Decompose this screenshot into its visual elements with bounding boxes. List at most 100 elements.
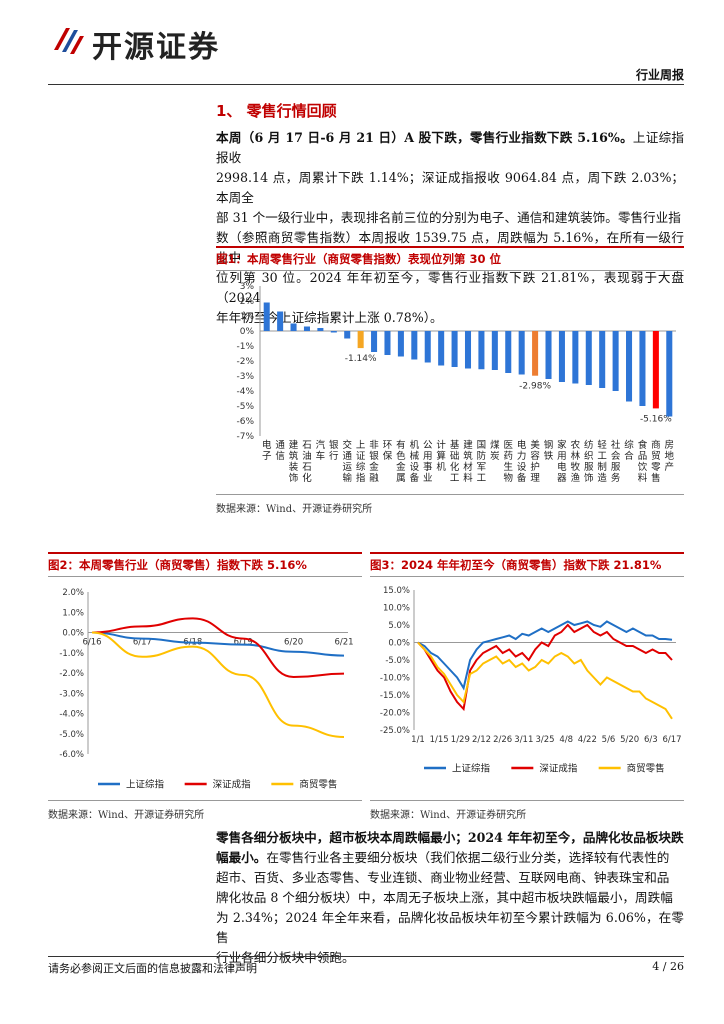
para2-line2: 在零售行业各主要细分板块（我们依据二级行业分类，选择较有代表性的 [266, 850, 670, 865]
fig3-xtick: 5/6 [602, 735, 616, 745]
fig1-category-label: 车 [316, 450, 326, 462]
fig3-ytick: -5.0% [385, 656, 410, 666]
fig1-category-label: 运 [342, 462, 352, 473]
fig1-category-label: 通 [342, 451, 352, 462]
fig1-category-label: 商 [651, 439, 661, 451]
fig1-bar [464, 331, 472, 369]
fig1-category-label: 有 [396, 439, 406, 451]
fig3-xtick: 2/26 [493, 735, 512, 745]
fig1-bar [290, 323, 297, 331]
fig1-category-label: 铁 [544, 450, 554, 462]
fig3-ytick: 0.0% [388, 639, 410, 649]
fig1-bar [397, 331, 404, 357]
fig3-xtick: 4/22 [578, 735, 597, 745]
fig1-bar [558, 331, 565, 382]
fig1-category-label: 备 [517, 472, 527, 484]
para1-line3: 部 31 个一级行业中，表现排名前三位的分别为电子、通信和建筑装饰。零售行业指 [216, 210, 681, 225]
fig1-ytick: -1% [236, 342, 254, 352]
fig1-ytick: 3% [240, 282, 255, 292]
para2-line3: 超市、百货、多业态零售、专业连锁、商业物业经营、互联网电商、钟表珠宝和品 [216, 870, 670, 885]
fig1-bar [666, 331, 673, 417]
fig1-category-label: 业 [423, 473, 433, 484]
fig1-category-label: 设 [410, 462, 420, 473]
para1-line4: 数（参照商贸零售指数）本周报收 1539.75 点，周跌幅为 5.16%，在所有… [216, 230, 684, 265]
fig3-ytick: 10.0% [383, 604, 410, 614]
fig1-data-label: -1.14% [345, 354, 377, 364]
fig2-legend-label: 上证综指 [126, 779, 165, 791]
fig1-bar [612, 331, 619, 391]
fig2-series-line [91, 617, 345, 679]
fig1-category-label: 汽 [316, 439, 326, 451]
fig3-bottom-rule [370, 800, 684, 801]
fig1-category-label: 药 [504, 451, 514, 462]
fig1-category-label: 售 [651, 472, 661, 484]
fig3-xtick: 1/29 [451, 735, 470, 745]
fig1-bar [491, 331, 498, 370]
brand-logo [48, 20, 88, 60]
fig3-legend-label: 商贸零售 [627, 763, 665, 775]
fig2-xtick: 6/21 [334, 638, 353, 648]
fig1-category-label: 容 [530, 450, 540, 462]
para1-lead: 本周（6 月 17 日-6 月 21 日）A 股下跌，零售行业指数下跌 5.16… [216, 130, 633, 145]
fig1-bar [384, 331, 391, 355]
fig2-ytick: 2.0% [62, 588, 84, 598]
fig2-ytick: -2.0% [59, 669, 84, 679]
para2-line5: 为 2.34%；2024 年全年来看，品牌化妆品板块年初至今累计跌幅为 6.06… [216, 910, 684, 945]
fig1-category-label: 会 [611, 450, 621, 462]
fig2-series-line [91, 631, 345, 657]
fig1-category-label: 算 [436, 450, 446, 462]
fig3-source: 数据来源：Wind、开源证券研究所 [370, 810, 527, 821]
fig1-category-label: 轻 [597, 439, 607, 451]
fig1-category-label: 色 [396, 450, 406, 462]
fig3-xtick: 2/12 [472, 735, 491, 745]
fig1-category-label: 通 [275, 440, 285, 451]
fig2-ytick: -5.0% [59, 730, 84, 740]
fig1-source: 数据来源：Wind、开源证券研究所 [216, 504, 373, 515]
fig1-bar [330, 331, 337, 333]
fig1-category-label: 医 [504, 440, 514, 451]
para2-lead-1: 零售各细分板块中，超市板块本周跌幅最小；2024 年年初至今，品牌化妆品板块跌 [216, 830, 684, 845]
fig1-bar [545, 331, 552, 379]
fig1-top-rule [216, 246, 684, 248]
fig1-bar [438, 331, 445, 366]
fig1-category-label: 公 [423, 440, 433, 451]
fig1-category-label: 装 [289, 461, 299, 473]
section-title: 1、 零售行情回顾 [216, 102, 337, 120]
para1-line5: 位列第 30 位。2024 年年初至今，零售行业指数下跌 21.81%，表现弱于… [216, 270, 684, 305]
fig2-xtick: 6/16 [82, 638, 101, 648]
fig1-category-label: 证 [356, 451, 366, 462]
fig1-category-label: 饮 [638, 461, 648, 473]
fig1-category-label: 家 [557, 439, 567, 451]
fig3-top-rule [370, 552, 684, 554]
fig1-category-label: 环 [383, 440, 393, 451]
fig2-legend-label: 深证成指 [213, 779, 252, 791]
fig1-category-label: 石 [302, 440, 312, 451]
fig1-category-label: 贸 [651, 450, 661, 462]
fig1-data-label: -5.16% [640, 414, 672, 424]
fig2-xtick: 6/17 [133, 638, 152, 648]
fig1-category-label: 电 [557, 461, 567, 473]
fig1-category-label: 务 [611, 472, 621, 484]
fig1-category-label: 非 [369, 439, 379, 451]
fig1-category-label: 子 [262, 451, 272, 462]
fig1-category-label: 工 [450, 473, 460, 484]
fig1-category-label: 事 [423, 461, 433, 473]
fig1-category-label: 化 [302, 472, 312, 484]
fig1-category-label: 防 [477, 450, 487, 462]
header-divider [48, 84, 684, 85]
fig1-bar [371, 331, 378, 352]
fig1-category-label: 机 [436, 461, 446, 473]
fig1-bar-chart: 3%2%1%0%-1%-2%-3%-4%-5%-6%-7%电子通信建筑装饰石油石… [236, 282, 676, 484]
fig1-category-label: 军 [477, 462, 487, 473]
fig1-category-label: 银 [329, 439, 339, 451]
fig1-category-label: 材 [463, 461, 473, 473]
fig3-xtick: 4/8 [559, 735, 573, 745]
fig1-category-label: 建 [463, 439, 473, 451]
fig1-category-label: 输 [342, 472, 352, 484]
fig1-category-label: 工 [477, 473, 487, 484]
fig3-series-line [417, 623, 673, 712]
fig1-category-label: 品 [638, 451, 648, 462]
fig3-xtick: 3/25 [535, 735, 554, 745]
fig3-xtick: 1/1 [411, 735, 425, 745]
fig1-category-label: 理 [530, 473, 540, 484]
